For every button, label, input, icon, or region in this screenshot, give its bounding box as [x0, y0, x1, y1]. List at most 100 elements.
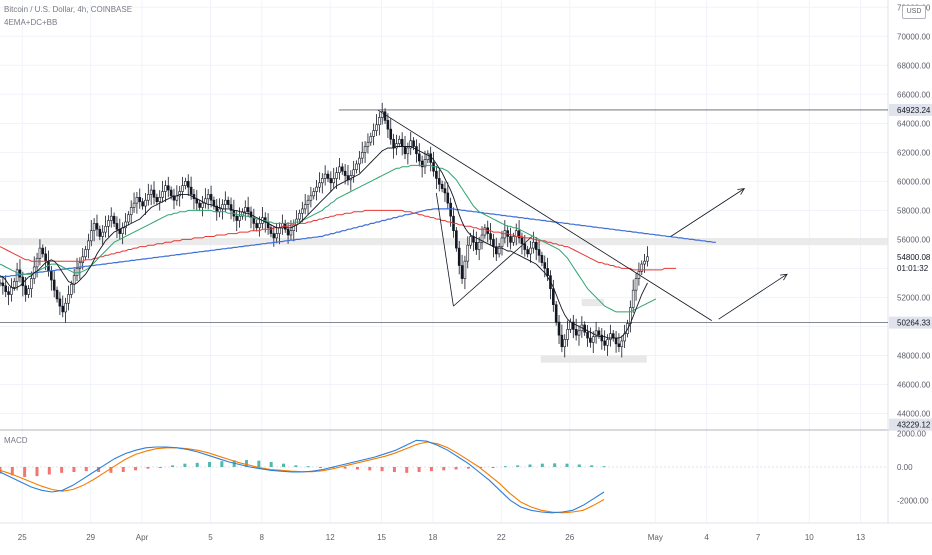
candle-body — [440, 183, 444, 189]
candle-body — [98, 228, 102, 237]
price-tick-label: 52000.00 — [897, 293, 931, 302]
candle-body — [363, 146, 367, 153]
candle-body — [389, 128, 393, 140]
ema-200-line — [0, 208, 716, 278]
trendline-0 — [377, 109, 712, 321]
candle-body — [4, 285, 8, 292]
time-tick-label: 5 — [208, 533, 213, 542]
macd-histogram-bar — [565, 463, 569, 467]
candle-body — [417, 153, 421, 162]
time-tick-label: 12 — [326, 533, 335, 542]
candle-body — [64, 302, 67, 313]
candle-body — [129, 207, 133, 216]
candle-body — [212, 199, 216, 207]
price-label-value: 64923.24 — [897, 106, 931, 115]
macd-tick-label: -2000.00 — [897, 496, 929, 505]
candle-body — [532, 241, 535, 249]
candle-body — [275, 233, 278, 239]
time-tick-label: 8 — [260, 533, 265, 542]
candle-body — [400, 138, 404, 147]
candle-body — [41, 247, 45, 255]
macd-histogram-bar — [245, 460, 249, 467]
candle-body — [226, 199, 230, 205]
candle-body — [646, 256, 649, 262]
candle-body — [87, 240, 90, 250]
candle-body — [67, 294, 70, 304]
candle-body — [318, 182, 321, 188]
candle-body — [526, 249, 529, 255]
candle-body — [7, 291, 10, 295]
zone-box-0 — [581, 298, 604, 307]
candle-body — [255, 223, 258, 229]
candle-body — [75, 268, 79, 276]
macd-histogram-bar — [294, 465, 298, 467]
candle-body — [534, 241, 538, 250]
macd-histogram-bar — [368, 467, 372, 471]
macd-histogram-bar — [109, 467, 113, 473]
candle-body — [423, 159, 427, 168]
candle-body — [61, 305, 65, 313]
macd-histogram-bar — [405, 467, 409, 473]
candle-body — [12, 281, 16, 288]
candle-body — [152, 189, 156, 198]
candle-body — [429, 153, 432, 163]
candle-body — [340, 166, 344, 172]
candle-body — [269, 227, 273, 234]
candle-body — [554, 304, 558, 323]
candle-body — [566, 329, 569, 340]
macd-histogram-bar — [503, 466, 507, 468]
candle-body — [483, 227, 487, 236]
candle-body — [115, 223, 119, 230]
candle-body — [466, 244, 470, 262]
macd-histogram-bar — [306, 466, 310, 468]
price-label-box — [889, 418, 932, 431]
candle-body — [164, 185, 167, 192]
candle-body — [55, 289, 59, 300]
candle-body — [609, 333, 612, 340]
candle-body — [181, 185, 184, 192]
ema-slow-line — [0, 209, 676, 271]
candle-body — [620, 340, 624, 348]
macd-histogram-bar — [97, 467, 101, 472]
candle-body — [246, 207, 250, 213]
time-tick-label: May — [648, 533, 663, 542]
price-label-box — [889, 103, 932, 116]
candle-body — [229, 204, 233, 211]
candle-body — [175, 195, 179, 201]
candle-body — [560, 334, 564, 348]
macd-histogram-bar — [158, 467, 162, 468]
candle-body — [372, 130, 375, 137]
candle-body — [184, 181, 187, 187]
macd-histogram-bar — [183, 463, 187, 467]
candle-body — [243, 207, 247, 213]
candle-body — [529, 247, 532, 255]
candle-body — [403, 146, 407, 155]
price-label-value: 54800.08 — [897, 253, 931, 262]
candle-body — [571, 321, 575, 330]
time-axis: 25 29 Apr 5 8 12 15 18 22 26 May 4 7 10 13 — [18, 533, 866, 542]
candle-body — [378, 117, 381, 126]
candle-body — [323, 173, 327, 179]
candle-body — [272, 233, 276, 239]
price-tick-label: 56000.00 — [897, 235, 931, 244]
candle-body — [155, 197, 159, 202]
macd-histogram-bar — [146, 467, 150, 469]
candle-body — [634, 278, 638, 291]
candle-body — [386, 120, 390, 130]
price-tick-label: 66000.00 — [897, 90, 931, 99]
macd-histogram-bar — [577, 464, 581, 467]
candle-body — [92, 223, 96, 231]
candle-body — [320, 178, 324, 184]
candle-body — [369, 136, 373, 143]
time-tick-label: 18 — [428, 533, 437, 542]
candle-body — [557, 321, 561, 336]
time-tick-label: Apr — [136, 533, 149, 542]
currency-badge[interactable]: USD — [902, 5, 926, 19]
candle-body — [380, 111, 384, 118]
macd-tick-label: 2000.00 — [897, 430, 926, 439]
candle-body — [546, 268, 549, 276]
ema-fast-line — [0, 146, 648, 339]
price-tick-label: 62000.00 — [897, 148, 931, 157]
candle-body — [161, 191, 164, 198]
